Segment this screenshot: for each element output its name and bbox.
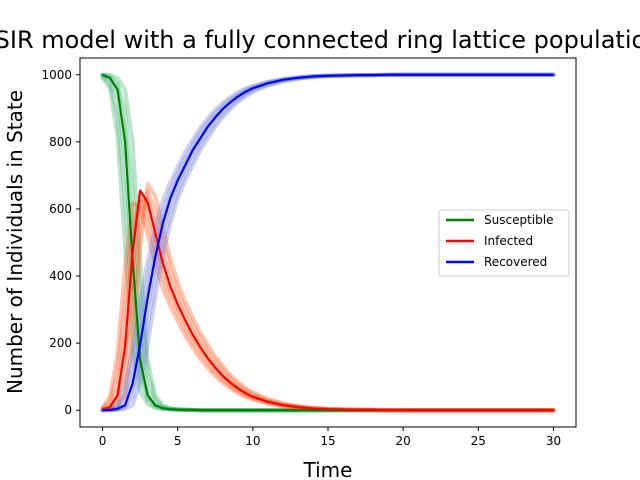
y-axis-title: Number of Individuals in State <box>3 90 27 394</box>
legend-label-recovered: Recovered <box>484 255 547 269</box>
recovered-mean-line <box>102 73 554 412</box>
y-tick-label: 600 <box>49 202 72 216</box>
y-tick-label: 800 <box>49 135 72 149</box>
y-tick-label: 0 <box>64 403 72 417</box>
x-axis: 0 5 10 15 20 25 30 <box>99 427 561 448</box>
legend: Susceptible Infected Recovered <box>438 209 570 277</box>
series-lines <box>102 73 554 412</box>
y-tick-label: 400 <box>49 269 72 283</box>
infected-mean-line <box>102 189 554 412</box>
legend-label-infected: Infected <box>484 234 533 248</box>
legend-box <box>438 209 570 277</box>
x-tick-label: 15 <box>320 434 335 448</box>
x-tick-label: 5 <box>174 434 182 448</box>
y-tick-label: 200 <box>49 336 72 350</box>
y-axis: 0 200 400 600 800 1000 <box>41 68 80 417</box>
x-tick-label: 10 <box>245 434 260 448</box>
x-tick-label: 0 <box>99 434 107 448</box>
x-tick-label: 25 <box>471 434 486 448</box>
x-tick-label: 20 <box>396 434 411 448</box>
y-tick-label: 1000 <box>41 68 72 82</box>
chart-title: SIR model with a fully connected ring la… <box>0 26 640 54</box>
x-axis-title: Time <box>303 458 353 480</box>
x-tick-label: 30 <box>546 434 561 448</box>
legend-label-susceptible: Susceptible <box>484 213 553 227</box>
